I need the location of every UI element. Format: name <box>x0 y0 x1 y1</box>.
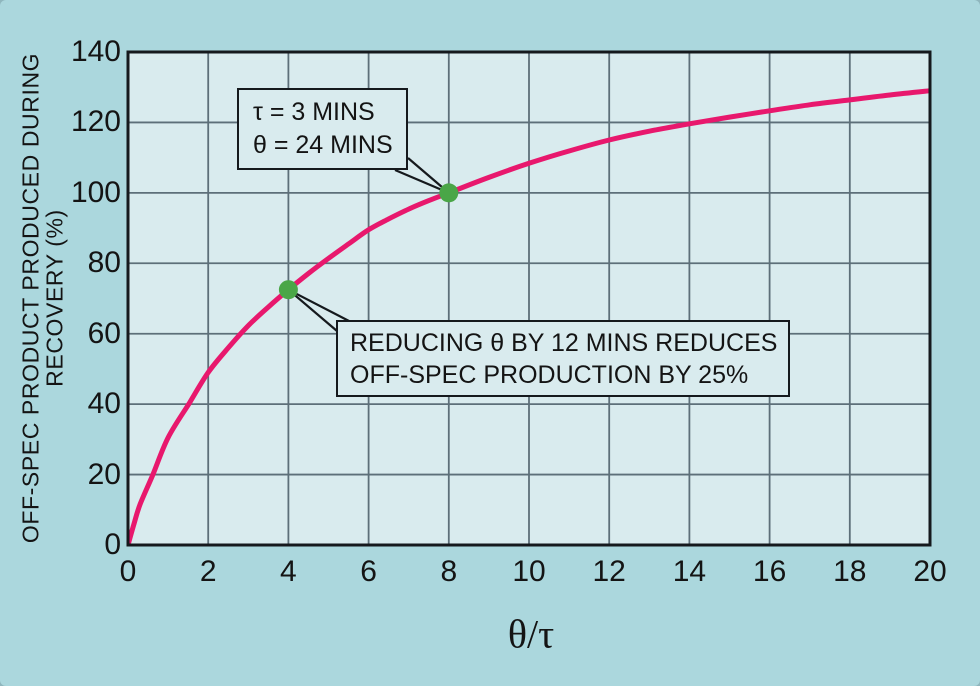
callout-leader-line <box>287 288 338 332</box>
callout-tau-theta: τ = 3 MINS θ = 24 MINS <box>237 88 408 170</box>
x-axis-title: θ/τ <box>507 611 555 657</box>
y-tick-label: 100 <box>70 175 121 209</box>
y-tick-label: 40 <box>87 387 121 421</box>
y-tick-label: 0 <box>104 528 121 561</box>
x-tick-label: 16 <box>752 555 787 588</box>
x-tick-label: 18 <box>833 555 867 588</box>
x-tick-label: 10 <box>512 555 546 588</box>
callout-reduction: REDUCING θ BY 12 MINS REDUCES OFF-SPEC P… <box>336 320 790 397</box>
x-tick-label: 14 <box>672 555 707 588</box>
callout-reduction-line-1: REDUCING θ BY 12 MINS REDUCES <box>350 328 778 357</box>
y-tick-label: 120 <box>70 105 121 139</box>
callout-leader-line <box>394 168 450 194</box>
x-tick-label: 4 <box>280 555 297 588</box>
callout-tau-line: τ = 3 MINS <box>253 98 375 126</box>
x-tick-label: 2 <box>199 555 217 588</box>
data-point-marker <box>439 183 459 203</box>
callout-theta-line: θ = 24 MINS <box>253 131 393 159</box>
y-tick-label: 80 <box>87 246 121 280</box>
x-tick-label: 8 <box>440 555 458 588</box>
y-tick-label: 60 <box>87 316 121 350</box>
callout-leader-line <box>287 288 350 322</box>
x-tick-label: 0 <box>119 555 137 588</box>
data-point-marker <box>278 280 298 300</box>
y-tick-label: 140 <box>70 35 121 68</box>
callout-reduction-line-2: OFF-SPEC PRODUCTION BY 25% <box>350 360 749 389</box>
y-tick-label: 20 <box>87 457 121 491</box>
x-tick-label: 20 <box>913 555 947 588</box>
x-tick-label: 12 <box>592 555 626 588</box>
plot-frame <box>126 50 932 547</box>
x-tick-label: 6 <box>360 555 377 588</box>
data-curve <box>127 88 931 546</box>
